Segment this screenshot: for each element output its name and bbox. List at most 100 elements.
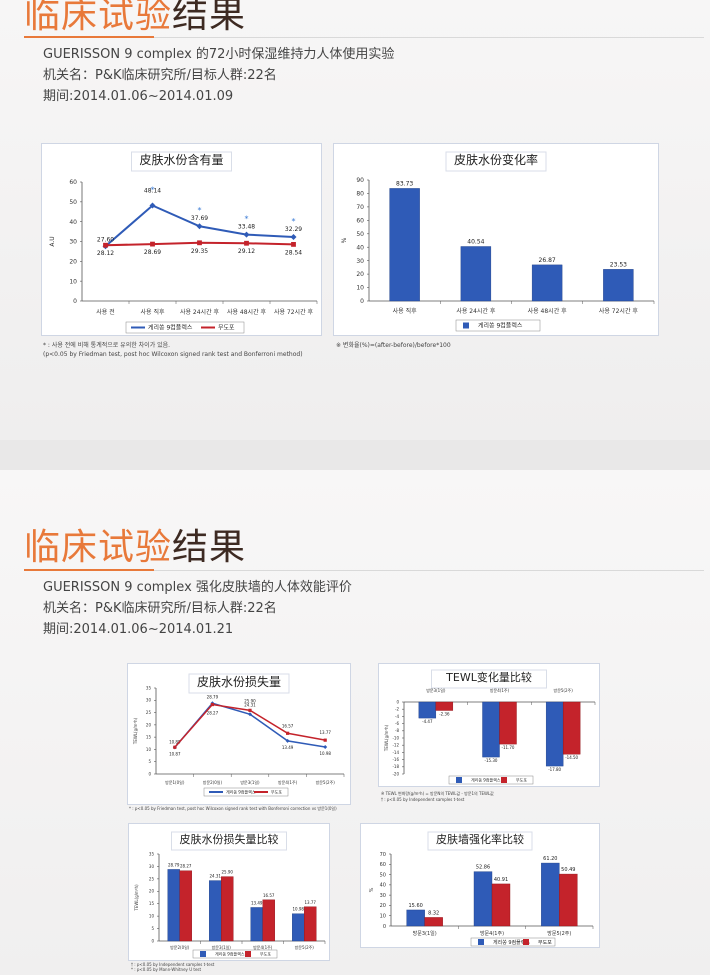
y-tick-label: 40	[69, 219, 77, 226]
y-tick-label: 15	[146, 735, 152, 740]
data-label: 16.57	[282, 723, 294, 728]
significance-mark: *	[292, 217, 296, 226]
section-1-title: 临床试验结果	[24, 0, 246, 38]
data-label: 10.98	[319, 751, 331, 756]
y-tick-label: 15	[149, 901, 155, 906]
y-tick-label: 30	[356, 258, 364, 265]
x-tick-label: 사용 48시간 후	[528, 307, 568, 315]
y-tick-label: 30	[146, 698, 152, 703]
y-tick-label: -10	[392, 735, 399, 740]
institution: 机关名：P&K临床研究所/目标人群:22名	[43, 601, 277, 616]
data-label: 29.35	[191, 248, 208, 255]
y-tick-label: 50	[356, 231, 364, 238]
data-point	[323, 745, 328, 750]
data-label: 28.12	[97, 250, 114, 257]
y-tick-label: 5	[148, 759, 151, 764]
data-label: 48.14	[144, 188, 161, 195]
y-tick-label: 0	[396, 699, 399, 704]
y-tick-label: 10	[69, 278, 77, 285]
chart-panel-barrier: 皮肤墙强化率比较 0 10 20 30 40 50 60 70% 방문3(1일) 방문4(1주) 방문…	[360, 823, 600, 948]
section-gap	[0, 440, 710, 470]
legend-swatch	[456, 777, 462, 783]
data-point	[197, 240, 202, 246]
data-point	[248, 708, 252, 712]
data-label: -14.50	[565, 755, 578, 760]
chart-hydration: 皮肤水份含有量 0 10 20 30 40 50 60 A.U 사용 전 사용 직후 사용 24시간 …	[49, 151, 318, 334]
data-label: 25.90	[222, 870, 234, 875]
study-info: GUERISSON 9 complex 的72小时保湿维持力人体使用实验 机关名…	[43, 44, 394, 107]
y-tick-label: 0	[360, 298, 364, 305]
note-tewl-change: ※ TEWL 변화량(g/m²h) = 방문N의 TEWL값 - 방문1의 TE…	[381, 791, 494, 802]
bar	[559, 873, 578, 927]
y-tick-label: 0	[151, 938, 154, 943]
section-1: 临床试验结果 GUERISSON 9 complex 的72小时保湿维持力人体使…	[0, 0, 710, 440]
y-tick-label: -8	[395, 728, 399, 733]
chart-hydration-rate: 皮肤水份变化率 0 10 20 30 40 50 60 70 80 90% 사용 직후 사용 24시간 …	[341, 151, 655, 332]
bar	[541, 862, 560, 927]
chart-title-box	[188, 673, 290, 694]
chart-title-box	[431, 669, 547, 689]
x-tick-label: 방문4(1주)	[480, 930, 504, 937]
legend-label: 게리쏭 9컴플렉스	[215, 950, 245, 956]
title-rule	[24, 36, 704, 38]
data-label: -17.80	[548, 767, 561, 772]
chart-title: 皮肤水份变化率	[454, 152, 538, 167]
data-label: 13.49	[251, 900, 263, 905]
chart-panel-hydration-rate: 皮肤水份变化率 0 10 20 30 40 50 60 70 80 90% 사용 직후 사용 24시간 …	[333, 143, 659, 336]
title-dark: 结果	[172, 527, 247, 568]
data-point	[196, 223, 203, 230]
data-label: 29.12	[238, 248, 255, 255]
y-tick-label: 20	[380, 903, 386, 909]
y-tick-label: 10	[380, 913, 386, 919]
x-tick-label: 방문3(1일)	[240, 779, 260, 785]
legend-label: 게리쏭 9컴플렉스	[471, 776, 501, 782]
data-point	[173, 745, 177, 749]
legend-label: 무도포	[260, 951, 271, 956]
chart-panel-tewl-compare: 皮肤水份损失量比较 0 5 10 15 20 25 30 35 TEWL(g/m²h) 방문2(0일…	[128, 823, 330, 961]
data-label: 28.79	[168, 862, 180, 867]
chart-tewl-change: TEWL变化量比较 0 -2 -4 -6 -8 -10 -12 -14 -16 -18 -20 TEWL…	[384, 669, 596, 785]
y-tick-label: 10	[149, 914, 155, 919]
data-point	[210, 702, 214, 707]
y-tick-label: 35	[146, 685, 152, 690]
y-axis-label: TEWL(g/m²h)	[384, 724, 389, 752]
data-label: 13.49	[282, 745, 294, 750]
x-tick-label: 방문5(2주)	[295, 944, 315, 950]
y-tick-label: 90	[356, 177, 364, 184]
note-tewl-compare: † : p<0.05 by Independent samples t-test…	[131, 962, 215, 972]
y-tick-label: 20	[69, 258, 77, 265]
data-label: 13.77	[319, 730, 331, 735]
chart-title: TEWL变化量比较	[445, 670, 532, 684]
y-tick-label: 60	[356, 217, 364, 224]
data-label: 61.20	[543, 856, 557, 862]
chart-tewl: 皮肤水份损失量 0 5 10 15 20 25 30 35 TEWL(g/m²h) 방문1(0일) 방…	[133, 673, 345, 797]
y-tick-label: 20	[356, 271, 364, 278]
chart-panel-tewl: 皮肤水份损失量 0 5 10 15 20 25 30 35 TEWL(g/m²h) 방문1(0일) 방…	[127, 663, 351, 805]
data-label: 28.27	[207, 711, 219, 716]
legend-box	[125, 321, 245, 334]
chart-tewl-compare: 皮肤水份损失量比较 0 5 10 15 20 25 30 35 TEWL(g/m²h) 방문2(0일…	[134, 831, 326, 959]
chart-panel-hydration: 皮肤水份含有量 0 10 20 30 40 50 60 A.U 사용 전 사용 직후 사용 24시간 …	[41, 143, 322, 336]
y-axis-label: TEWL(g/m²h)	[134, 884, 139, 912]
y-tick-label: 30	[149, 864, 155, 869]
y-tick-label: 0	[383, 924, 386, 930]
bar	[545, 701, 564, 767]
data-point	[244, 240, 249, 246]
x-tick-label: 사용 48시간 후	[227, 308, 267, 316]
data-label: 28.79	[207, 694, 219, 699]
bar	[262, 899, 275, 942]
legend-box	[470, 937, 556, 947]
note-hydration: * : 사용 전에 비해 통계적으로 유의한 차이가 있음. (p<0.05 by…	[43, 342, 303, 358]
x-tick-label: 사용 72시간 후	[274, 308, 314, 316]
period: 期间:2014.01.06~2014.01.09	[43, 89, 234, 104]
data-label: 10.85	[169, 739, 181, 744]
y-tick-label: 10	[356, 285, 364, 292]
x-tick-label: 사용 24시간 후	[180, 308, 220, 316]
legend-label: 무도포	[516, 777, 527, 782]
x-tick-label: 사용 24시간 후	[456, 307, 496, 315]
y-tick-label: 0	[148, 771, 151, 776]
x-tick-label: 방문5(2주)	[316, 779, 336, 785]
data-label: 40.54	[467, 238, 484, 245]
data-label: 10.87	[169, 751, 181, 756]
institution: 机关名：P&K临床研究所/目标人群:22名	[43, 68, 277, 83]
